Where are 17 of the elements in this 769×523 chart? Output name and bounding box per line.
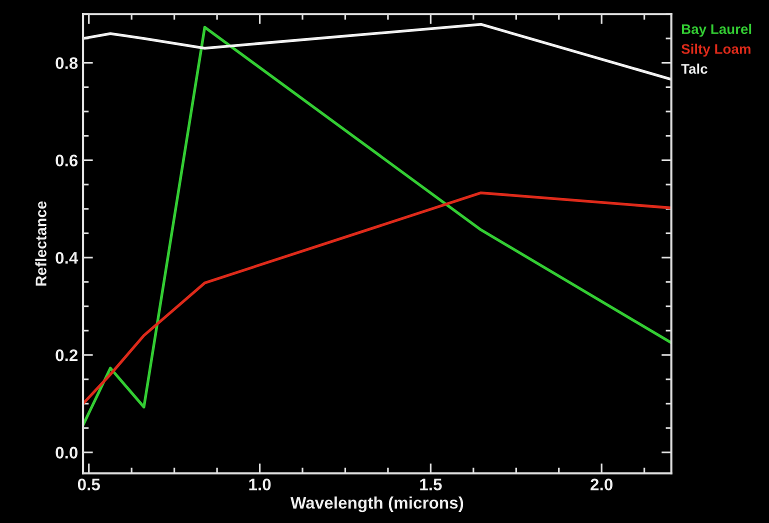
x-tick-label: 1.0	[249, 478, 271, 490]
x-tick-label: 2.0	[590, 478, 613, 490]
y-tick-label: 0.0	[56, 446, 78, 459]
series-label: Talc	[681, 64, 708, 74]
y-tick-label: 0.2	[56, 349, 78, 362]
y-tick-label: 0.6	[56, 154, 78, 166]
text: Silty Loam	[681, 44, 750, 57]
text: Bay Laurel	[682, 24, 752, 37]
y-tick-label: 0.8	[56, 57, 78, 70]
y-axis-title: Reflectance	[35, 201, 46, 286]
x-tick-label: 0.5	[78, 478, 100, 490]
x-tick-label: 1.5	[420, 478, 442, 490]
y-tick-label: 0.4	[56, 252, 78, 264]
x-axis-title: Wavelength (microns)	[290, 496, 464, 512]
line-series	[83, 191, 672, 406]
line-series	[83, 26, 672, 426]
line-series	[83, 22, 672, 81]
